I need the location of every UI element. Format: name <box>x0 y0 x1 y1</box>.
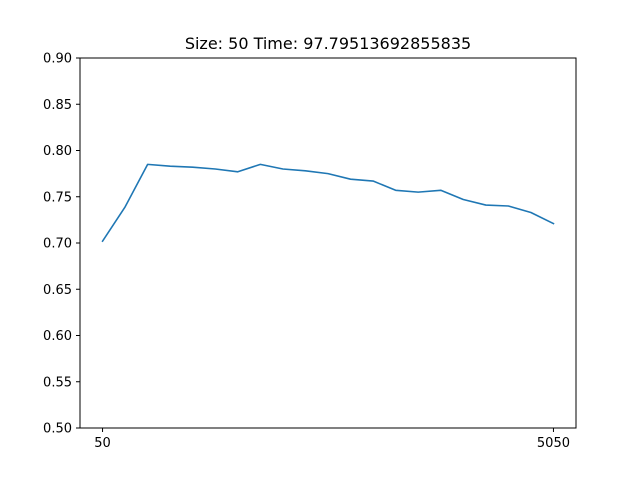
plot-frame <box>79 57 577 429</box>
y-tick-label: 0.80 <box>43 144 72 159</box>
x-axis: 50 5050 <box>94 428 570 451</box>
y-tick-label: 0.70 <box>43 237 72 252</box>
y-tick-label: 0.60 <box>43 329 72 344</box>
y-tick-label: 0.50 <box>43 422 72 437</box>
y-tick-label: 0.65 <box>43 283 72 298</box>
x-tick-label: 50 <box>94 436 111 451</box>
y-tick-label: 0.85 <box>43 98 72 113</box>
y-tick-label: 0.90 <box>43 52 72 67</box>
chart-title: Size: 50 Time: 97.79513692855835 <box>185 34 471 53</box>
plot-area <box>101 163 555 243</box>
y-axis: 0.50 0.55 0.60 0.65 0.70 0.75 0.80 0.85 0.90 <box>43 52 80 437</box>
y-tick-label: 0.75 <box>43 190 72 205</box>
x-tick-label: 5050 <box>537 436 570 451</box>
y-tick-label: 0.55 <box>43 375 72 390</box>
series-line <box>101 163 555 243</box>
